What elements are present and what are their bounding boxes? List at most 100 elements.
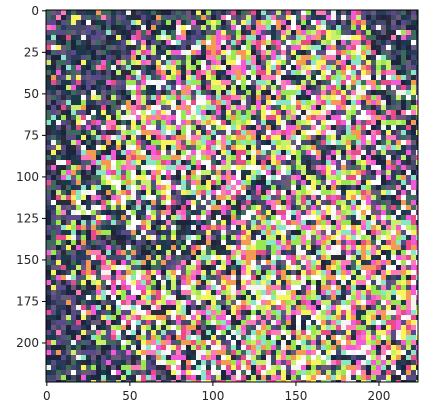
image-pixel-block — [191, 265, 196, 270]
image-pixel-block — [156, 175, 161, 180]
image-pixel-block — [261, 165, 266, 170]
image-pixel-block — [221, 155, 226, 160]
image-pixel-block — [176, 95, 181, 100]
image-pixel-block — [166, 85, 171, 90]
image-pixel-block — [356, 245, 361, 250]
image-pixel-block — [296, 85, 301, 90]
image-pixel-block — [401, 115, 406, 120]
image-pixel-block — [271, 85, 276, 90]
image-pixel-block — [396, 230, 401, 235]
image-pixel-block — [86, 140, 91, 145]
image-pixel-block — [406, 15, 411, 20]
image-pixel-block — [386, 170, 391, 175]
image-pixel-block — [236, 300, 241, 305]
image-pixel-block — [296, 165, 301, 170]
image-pixel-block — [101, 335, 106, 340]
image-pixel-block — [306, 70, 311, 75]
image-pixel-block — [151, 270, 156, 275]
image-pixel-block — [281, 20, 286, 25]
image-pixel-block — [146, 240, 151, 245]
image-pixel-block — [281, 180, 286, 185]
image-pixel-block — [396, 75, 401, 80]
image-pixel-block — [316, 215, 321, 220]
image-pixel-block — [371, 120, 376, 125]
image-pixel-block — [321, 115, 326, 120]
image-pixel-block — [411, 215, 416, 220]
image-pixel-block — [51, 320, 56, 325]
image-pixel-block — [286, 215, 291, 220]
image-pixel-block — [216, 60, 221, 65]
image-pixel-block — [231, 115, 236, 120]
image-pixel-block — [121, 270, 126, 275]
image-pixel-block — [406, 30, 411, 35]
image-pixel-block — [326, 110, 331, 115]
image-pixel-block — [131, 40, 136, 45]
image-pixel-block — [81, 280, 86, 285]
image-pixel-block — [186, 245, 191, 250]
image-pixel-block — [231, 190, 236, 195]
image-pixel-block — [231, 105, 236, 110]
image-pixel-block — [201, 190, 206, 195]
image-pixel-block — [166, 10, 171, 15]
image-pixel-block — [216, 310, 221, 315]
image-pixel-block — [186, 90, 191, 95]
image-pixel-block — [371, 175, 376, 180]
image-pixel-block — [291, 230, 296, 235]
image-pixel-block — [351, 260, 356, 265]
image-pixel-block — [101, 275, 106, 280]
image-pixel-block — [66, 65, 71, 70]
image-pixel-block — [226, 265, 231, 270]
image-pixel-block — [316, 240, 321, 245]
image-pixel-block — [186, 15, 191, 20]
image-pixel-block — [296, 335, 301, 340]
image-pixel-block — [186, 175, 191, 180]
image-pixel-block — [86, 250, 91, 255]
image-pixel-block — [376, 265, 381, 270]
image-pixel-block — [396, 255, 401, 260]
image-pixel-block — [271, 140, 276, 145]
image-pixel-block — [176, 20, 181, 25]
image-pixel-block — [256, 295, 261, 300]
image-pixel-block — [271, 45, 276, 50]
image-pixel-block — [131, 185, 136, 190]
image-pixel-block — [411, 275, 416, 280]
image-pixel-block — [376, 240, 381, 245]
image-pixel-block — [141, 330, 146, 335]
image-pixel-block — [71, 255, 76, 260]
image-pixel-block — [206, 215, 211, 220]
image-pixel-block — [116, 15, 121, 20]
image-pixel-block — [106, 110, 111, 115]
image-pixel-block — [201, 320, 206, 325]
image-pixel-block — [136, 30, 141, 35]
image-pixel-block — [271, 135, 276, 140]
image-pixel-block — [291, 210, 296, 215]
image-pixel-block — [126, 55, 131, 60]
image-pixel-block — [101, 125, 106, 130]
image-pixel-block — [231, 335, 236, 340]
image-pixel-block — [306, 10, 311, 15]
image-pixel-block — [291, 240, 296, 245]
image-pixel-block — [336, 290, 341, 295]
image-pixel-block — [366, 240, 371, 245]
image-pixel-block — [301, 95, 306, 100]
image-pixel-block — [401, 110, 406, 115]
image-pixel-block — [201, 195, 206, 200]
image-pixel-block — [251, 245, 256, 250]
image-pixel-block — [171, 160, 176, 165]
image-pixel-block — [386, 105, 391, 110]
image-pixel-block — [296, 210, 301, 215]
image-pixel-block — [256, 330, 261, 335]
image-pixel-block — [361, 20, 366, 25]
image-pixel-block — [406, 140, 411, 145]
image-pixel-block — [261, 275, 266, 280]
image-pixel-block — [396, 335, 401, 340]
image-pixel-block — [316, 265, 321, 270]
image-pixel-block — [271, 190, 276, 195]
image-pixel-block — [76, 305, 81, 310]
image-pixel-block — [391, 180, 396, 185]
image-pixel-block — [356, 275, 361, 280]
image-pixel-block — [131, 215, 136, 220]
image-pixel-block — [126, 305, 131, 310]
image-pixel-block — [316, 270, 321, 275]
image-pixel-block — [91, 115, 96, 120]
